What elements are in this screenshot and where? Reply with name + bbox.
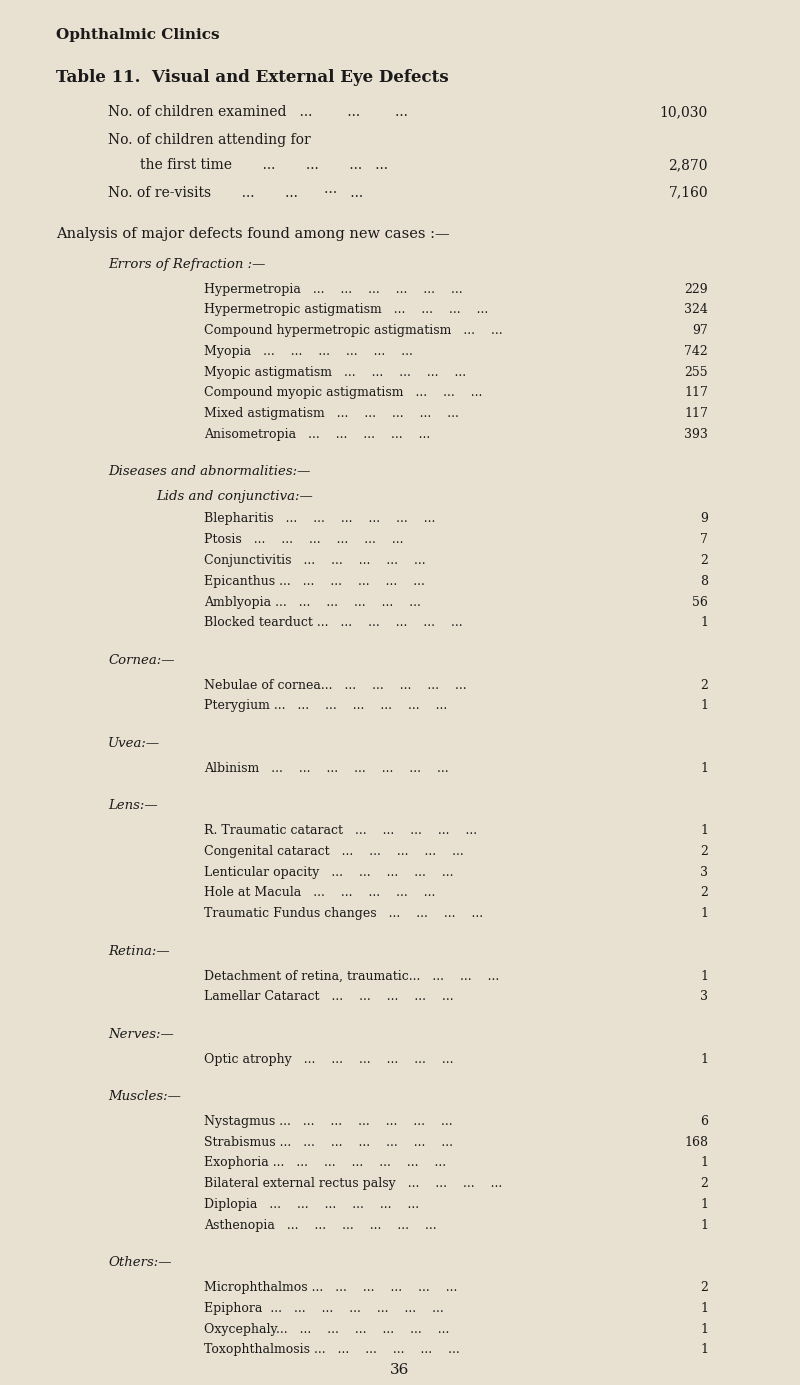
Text: 3: 3 <box>700 866 708 878</box>
Text: Ptosis   ...    ...    ...    ...    ...    ...: Ptosis ... ... ... ... ... ... <box>204 533 403 546</box>
Text: 1: 1 <box>700 1053 708 1065</box>
Text: 168: 168 <box>684 1136 708 1148</box>
Text: 56: 56 <box>692 596 708 608</box>
Text: R. Traumatic cataract   ...    ...    ...    ...    ...: R. Traumatic cataract ... ... ... ... ..… <box>204 824 477 837</box>
Text: 2: 2 <box>700 1281 708 1294</box>
Text: Retina:—: Retina:— <box>108 945 170 957</box>
Text: Lids and conjunctiva:—: Lids and conjunctiva:— <box>156 490 313 503</box>
Text: 1: 1 <box>700 1343 708 1356</box>
Text: Others:—: Others:— <box>108 1256 171 1269</box>
Text: 2: 2 <box>700 886 708 899</box>
Text: Hypermetropic astigmatism   ...    ...    ...    ...: Hypermetropic astigmatism ... ... ... ..… <box>204 303 488 316</box>
Text: No. of re-visits       ...       ...      ···   ...: No. of re-visits ... ... ··· ... <box>108 186 363 199</box>
Text: No. of children attending for: No. of children attending for <box>108 133 310 147</box>
Text: Ophthalmic Clinics: Ophthalmic Clinics <box>56 28 220 42</box>
Text: 324: 324 <box>684 303 708 316</box>
Text: Compound hypermetropic astigmatism   ...    ...: Compound hypermetropic astigmatism ... .… <box>204 324 502 337</box>
Text: 2: 2 <box>700 1177 708 1190</box>
Text: 1: 1 <box>700 762 708 774</box>
Text: 1: 1 <box>700 969 708 982</box>
Text: Conjunctivitis   ...    ...    ...    ...    ...: Conjunctivitis ... ... ... ... ... <box>204 554 426 566</box>
Text: Pterygium ...   ...    ...    ...    ...    ...    ...: Pterygium ... ... ... ... ... ... ... <box>204 699 447 712</box>
Text: Lens:—: Lens:— <box>108 799 158 812</box>
Text: Diseases and abnormalities:—: Diseases and abnormalities:— <box>108 465 310 478</box>
Text: Nebulae of cornea...   ...    ...    ...    ...    ...: Nebulae of cornea... ... ... ... ... ... <box>204 679 466 691</box>
Text: 117: 117 <box>684 407 708 420</box>
Text: Lamellar Cataract   ...    ...    ...    ...    ...: Lamellar Cataract ... ... ... ... ... <box>204 990 454 1003</box>
Text: 2: 2 <box>700 845 708 857</box>
Text: Amblyopia ...   ...    ...    ...    ...    ...: Amblyopia ... ... ... ... ... ... <box>204 596 421 608</box>
Text: Compound myopic astigmatism   ...    ...    ...: Compound myopic astigmatism ... ... ... <box>204 386 482 399</box>
Text: Hypermetropia   ...    ...    ...    ...    ...    ...: Hypermetropia ... ... ... ... ... ... <box>204 283 462 295</box>
Text: Hole at Macula   ...    ...    ...    ...    ...: Hole at Macula ... ... ... ... ... <box>204 886 435 899</box>
Text: Toxophthalmosis ...   ...    ...    ...    ...    ...: Toxophthalmosis ... ... ... ... ... ... <box>204 1343 460 1356</box>
Text: 6: 6 <box>700 1115 708 1127</box>
Text: the first time       ...       ...       ...   ...: the first time ... ... ... ... <box>140 158 388 172</box>
Text: Muscles:—: Muscles:— <box>108 1090 181 1102</box>
Text: Table 11.  Visual and External Eye Defects: Table 11. Visual and External Eye Defect… <box>56 69 449 86</box>
Text: Congenital cataract   ...    ...    ...    ...    ...: Congenital cataract ... ... ... ... ... <box>204 845 464 857</box>
Text: 9: 9 <box>700 512 708 525</box>
Text: 1: 1 <box>700 699 708 712</box>
Text: Lenticular opacity   ...    ...    ...    ...    ...: Lenticular opacity ... ... ... ... ... <box>204 866 454 878</box>
Text: Myopia   ...    ...    ...    ...    ...    ...: Myopia ... ... ... ... ... ... <box>204 345 413 357</box>
Text: 393: 393 <box>684 428 708 440</box>
Text: Diplopia   ...    ...    ...    ...    ...    ...: Diplopia ... ... ... ... ... ... <box>204 1198 419 1210</box>
Text: Strabismus ...   ...    ...    ...    ...    ...    ...: Strabismus ... ... ... ... ... ... ... <box>204 1136 453 1148</box>
Text: Errors of Refraction :—: Errors of Refraction :— <box>108 258 266 270</box>
Text: Epicanthus ...   ...    ...    ...    ...    ...: Epicanthus ... ... ... ... ... ... <box>204 575 425 587</box>
Text: 742: 742 <box>684 345 708 357</box>
Text: 7: 7 <box>700 533 708 546</box>
Text: Analysis of major defects found among new cases :—: Analysis of major defects found among ne… <box>56 227 450 241</box>
Text: 10,030: 10,030 <box>660 105 708 119</box>
Text: Detachment of retina, traumatic...   ...    ...    ...: Detachment of retina, traumatic... ... .… <box>204 969 499 982</box>
Text: Blocked tearduct ...   ...    ...    ...    ...    ...: Blocked tearduct ... ... ... ... ... ... <box>204 616 462 629</box>
Text: 2: 2 <box>700 679 708 691</box>
Text: 1: 1 <box>700 824 708 837</box>
Text: No. of children examined   ...        ...        ...: No. of children examined ... ... ... <box>108 105 408 119</box>
Text: Uvea:—: Uvea:— <box>108 737 160 749</box>
Text: 97: 97 <box>692 324 708 337</box>
Text: Epiphora  ...   ...    ...    ...    ...    ...    ...: Epiphora ... ... ... ... ... ... ... <box>204 1302 444 1314</box>
Text: 117: 117 <box>684 386 708 399</box>
Text: 229: 229 <box>684 283 708 295</box>
Text: 255: 255 <box>684 366 708 378</box>
Text: 36: 36 <box>390 1363 410 1377</box>
Text: 3: 3 <box>700 990 708 1003</box>
Text: Anisometropia   ...    ...    ...    ...    ...: Anisometropia ... ... ... ... ... <box>204 428 430 440</box>
Text: 1: 1 <box>700 1302 708 1314</box>
Text: Albinism   ...    ...    ...    ...    ...    ...    ...: Albinism ... ... ... ... ... ... ... <box>204 762 449 774</box>
Text: Asthenopia   ...    ...    ...    ...    ...    ...: Asthenopia ... ... ... ... ... ... <box>204 1219 437 1231</box>
Text: Mixed astigmatism   ...    ...    ...    ...    ...: Mixed astigmatism ... ... ... ... ... <box>204 407 459 420</box>
Text: Nystagmus ...   ...    ...    ...    ...    ...    ...: Nystagmus ... ... ... ... ... ... ... <box>204 1115 453 1127</box>
Text: 1: 1 <box>700 907 708 920</box>
Text: Bilateral external rectus palsy   ...    ...    ...    ...: Bilateral external rectus palsy ... ... … <box>204 1177 502 1190</box>
Text: Traumatic Fundus changes   ...    ...    ...    ...: Traumatic Fundus changes ... ... ... ... <box>204 907 483 920</box>
Text: 2,870: 2,870 <box>669 158 708 172</box>
Text: Cornea:—: Cornea:— <box>108 654 174 666</box>
Text: 2: 2 <box>700 554 708 566</box>
Text: Nerves:—: Nerves:— <box>108 1028 174 1040</box>
Text: 8: 8 <box>700 575 708 587</box>
Text: 1: 1 <box>700 1156 708 1169</box>
Text: 1: 1 <box>700 1219 708 1231</box>
Text: Blepharitis   ...    ...    ...    ...    ...    ...: Blepharitis ... ... ... ... ... ... <box>204 512 435 525</box>
Text: Optic atrophy   ...    ...    ...    ...    ...    ...: Optic atrophy ... ... ... ... ... ... <box>204 1053 454 1065</box>
Text: Oxycephaly...   ...    ...    ...    ...    ...    ...: Oxycephaly... ... ... ... ... ... ... <box>204 1323 450 1335</box>
Text: 1: 1 <box>700 1323 708 1335</box>
Text: Exophoria ...   ...    ...    ...    ...    ...    ...: Exophoria ... ... ... ... ... ... ... <box>204 1156 446 1169</box>
Text: 1: 1 <box>700 616 708 629</box>
Text: 1: 1 <box>700 1198 708 1210</box>
Text: Microphthalmos ...   ...    ...    ...    ...    ...: Microphthalmos ... ... ... ... ... ... <box>204 1281 458 1294</box>
Text: 7,160: 7,160 <box>668 186 708 199</box>
Text: Myopic astigmatism   ...    ...    ...    ...    ...: Myopic astigmatism ... ... ... ... ... <box>204 366 466 378</box>
